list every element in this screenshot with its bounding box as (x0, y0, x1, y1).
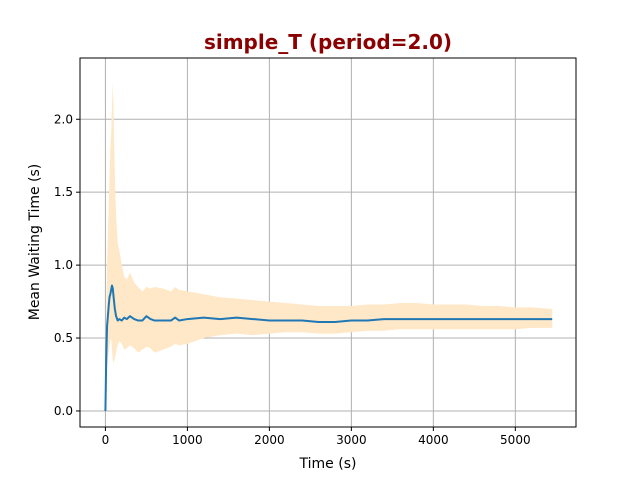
y-axis-label: Mean Waiting Time (s) (27, 164, 43, 321)
grid-layer (80, 58, 576, 427)
x-tick-label: 1000 (172, 433, 203, 447)
x-tick-label: 3000 (336, 433, 367, 447)
y-tick-label: 1.5 (54, 185, 73, 199)
x-tick-label: 5000 (500, 433, 531, 447)
line-layer (104, 284, 553, 411)
band-layer (105, 82, 553, 411)
tick-layer: 0 1000 2000 3000 4000 5000 0.0 0.5 1.0 1.5 2.0 (54, 112, 531, 447)
confidence-band (105, 82, 553, 411)
x-tick-label: 4000 (418, 433, 449, 447)
y-tick-label: 2.0 (54, 112, 73, 126)
y-tick-label: 0.0 (54, 404, 73, 418)
chart-title: simple_T (period=2.0) (204, 30, 452, 54)
y-tick-label: 1.0 (54, 258, 73, 272)
mean-waiting-time-line (104, 284, 553, 411)
x-axis-label: Time (s) (299, 456, 357, 472)
plot-frame (79, 57, 577, 428)
x-tick-label: 2000 (254, 433, 285, 447)
x-tick-label: 0 (102, 433, 110, 447)
y-tick-label: 0.5 (54, 331, 73, 345)
